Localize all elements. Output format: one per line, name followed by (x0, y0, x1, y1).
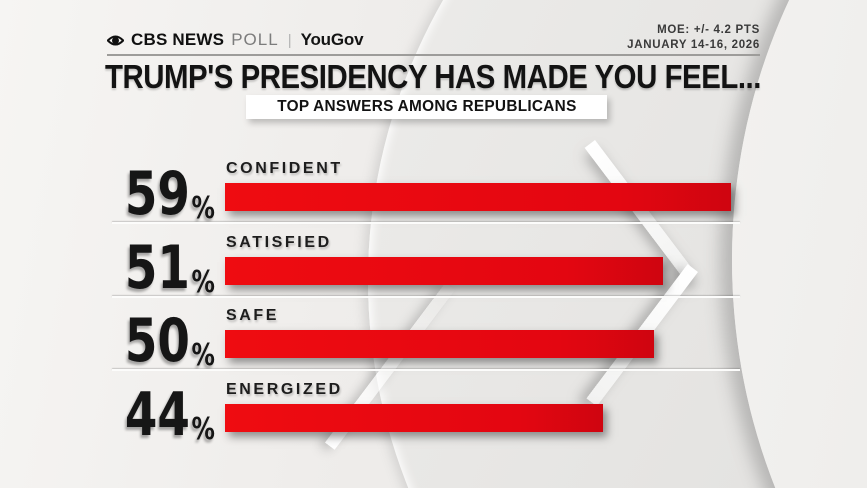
row-separator (112, 295, 740, 298)
chart-row: 44% ENERGIZED (0, 371, 867, 445)
value-bar (225, 330, 654, 358)
value-bar (225, 183, 731, 211)
row-separator (112, 222, 740, 224)
chart-row: 51% SATISFIED (0, 224, 867, 298)
brand-yougov: YouGov (300, 30, 364, 49)
category-label: ENERGIZED (226, 380, 343, 398)
brand-divider: | (287, 31, 292, 49)
percent-sign: % (191, 191, 215, 226)
value-label: 51% (47, 224, 215, 298)
percent-sign: % (191, 338, 215, 373)
value-label: 59% (47, 150, 215, 224)
value-number: 51 (124, 232, 190, 303)
chart-row: 59% CONFIDENT (0, 150, 867, 224)
category-label: CONFIDENT (226, 160, 343, 177)
value-label: 44% (47, 371, 215, 445)
cbs-eye-icon (107, 34, 124, 46)
category-label: SATISFIED (226, 233, 332, 251)
brand-lockup: CBS NEWS POLL | YouGov (107, 30, 364, 50)
value-bar (225, 403, 603, 432)
value-number: 50 (124, 306, 190, 376)
category-label: SAFE (226, 307, 280, 324)
value-label: 50% (47, 297, 215, 371)
percent-sign: % (191, 264, 215, 300)
value-bar (225, 256, 663, 285)
brand-cbs-news: CBS NEWS (131, 30, 225, 49)
value-number: 44 (124, 379, 190, 450)
brand-poll: POLL (231, 30, 279, 49)
percent-sign: % (191, 411, 215, 447)
row-separator (112, 369, 740, 371)
chart-row: 50% SAFE (0, 297, 867, 371)
value-number: 59 (124, 159, 190, 229)
